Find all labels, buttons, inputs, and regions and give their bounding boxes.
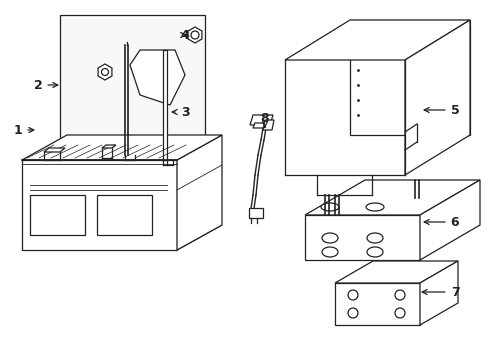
Text: 1: 1 [14, 123, 34, 136]
Polygon shape [263, 120, 273, 130]
Bar [30, 195, 85, 235]
Polygon shape [102, 145, 116, 148]
Circle shape [394, 290, 404, 300]
Text: 4: 4 [180, 28, 189, 41]
Circle shape [347, 308, 357, 318]
Polygon shape [22, 225, 222, 250]
Text: 2: 2 [34, 78, 58, 91]
Polygon shape [334, 261, 457, 283]
Ellipse shape [320, 203, 338, 211]
Polygon shape [130, 50, 184, 105]
Polygon shape [98, 64, 112, 80]
Polygon shape [305, 215, 419, 260]
Polygon shape [188, 27, 202, 43]
Polygon shape [334, 283, 419, 325]
Bar [60, 15, 204, 165]
Polygon shape [349, 20, 469, 135]
Ellipse shape [366, 233, 382, 243]
Ellipse shape [321, 247, 337, 257]
Polygon shape [285, 20, 469, 60]
Circle shape [394, 308, 404, 318]
Polygon shape [252, 123, 267, 128]
Polygon shape [305, 180, 479, 215]
Polygon shape [22, 135, 222, 160]
Circle shape [191, 31, 199, 39]
Text: 7: 7 [421, 285, 458, 298]
Text: 6: 6 [423, 216, 458, 229]
Polygon shape [419, 261, 457, 325]
Ellipse shape [321, 233, 337, 243]
Text: 3: 3 [172, 105, 189, 118]
Ellipse shape [365, 203, 383, 211]
Polygon shape [419, 180, 479, 260]
Ellipse shape [366, 247, 382, 257]
Polygon shape [163, 50, 167, 160]
Text: 5: 5 [423, 104, 458, 117]
Polygon shape [404, 20, 469, 175]
Polygon shape [177, 135, 222, 250]
Polygon shape [22, 160, 177, 250]
Bar [248, 208, 263, 218]
Text: 8: 8 [260, 112, 269, 127]
Circle shape [347, 290, 357, 300]
Polygon shape [44, 148, 65, 152]
Polygon shape [249, 115, 272, 125]
Bar [97, 195, 152, 235]
